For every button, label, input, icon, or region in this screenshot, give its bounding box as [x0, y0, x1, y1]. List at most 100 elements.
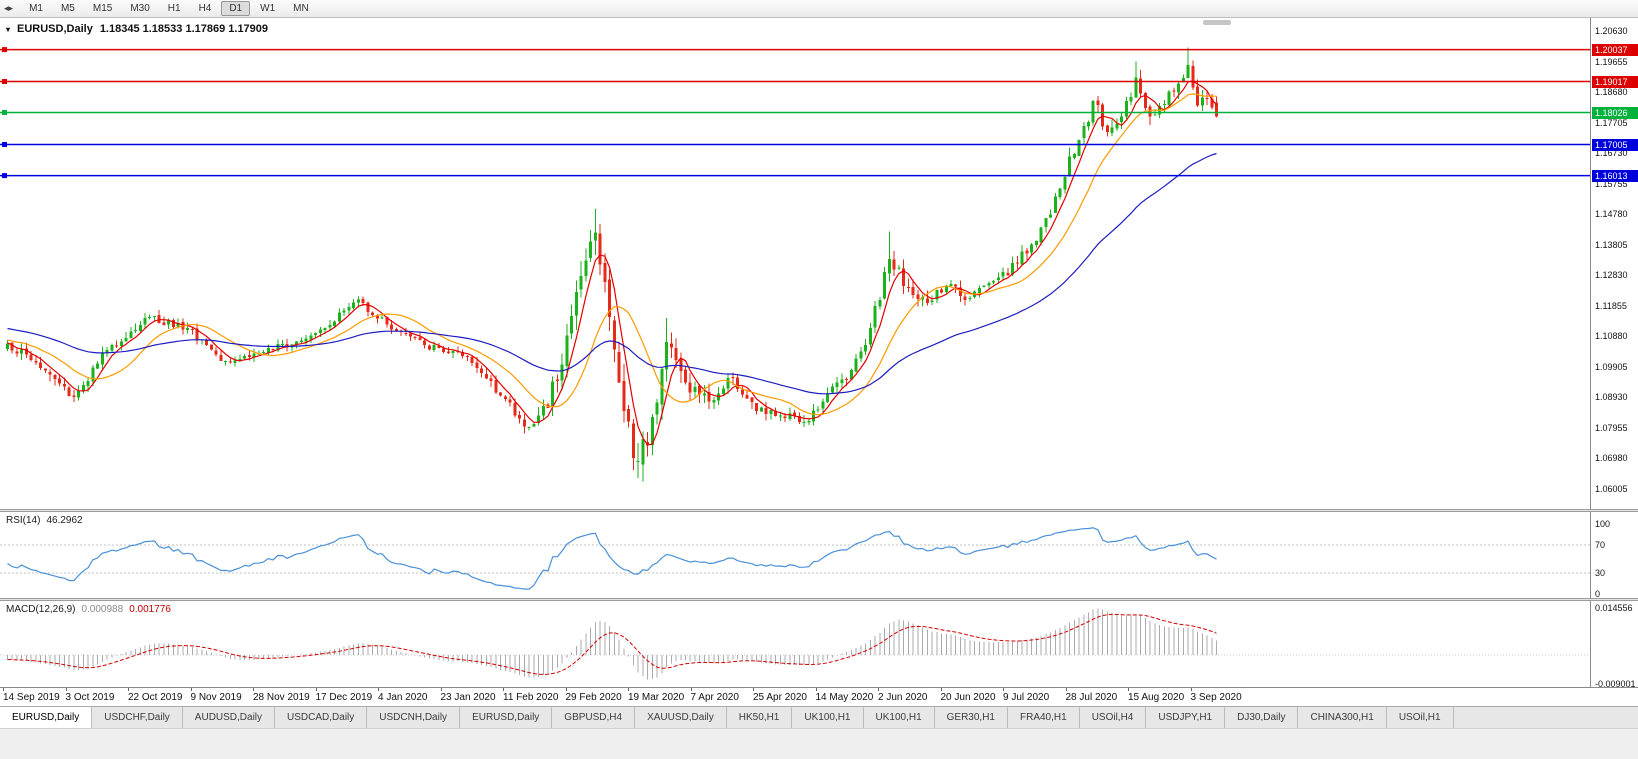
- timeframe-buttons: M1 M5 M15 M30 H1 H4 D1 W1 MN: [21, 1, 317, 16]
- candlestick-chart[interactable]: [0, 18, 1590, 509]
- date-tick: [440, 688, 442, 691]
- macd-signal-value: 0.001776: [129, 604, 171, 615]
- rsi-axis-label: 100: [1595, 519, 1611, 529]
- date-axis[interactable]: 14 Sep 2019 3 Oct 2019 22 Oct 2019 9 Nov 20…: [0, 687, 1638, 706]
- date-axis-label: 20 Jun 2020: [940, 692, 996, 703]
- rsi-axis-label: 0: [1595, 589, 1601, 599]
- rsi-panel-divider[interactable]: [0, 509, 1638, 512]
- chart-tab-usdcad-daily[interactable]: USDCAD,Daily: [275, 707, 368, 728]
- rsi-panel[interactable]: RSI(14) 46.2962: [0, 512, 1590, 598]
- chart-tab-china300-h1[interactable]: CHINA300,H1: [1298, 707, 1387, 728]
- timeframe-button-d1[interactable]: D1: [221, 1, 251, 16]
- line-handle[interactable]: [2, 79, 7, 84]
- price-axis-label: 1.17705: [1595, 117, 1628, 128]
- timeframe-button-m1[interactable]: M1: [29, 3, 43, 14]
- level-price-badge: 1.19017: [1592, 75, 1638, 88]
- chart-tab-usoil-h1[interactable]: USOil,H1: [1387, 707, 1454, 728]
- date-tick: [253, 688, 254, 691]
- scroll-right-icon[interactable]: ▸: [8, 3, 14, 13]
- level-price-badge: 1.17005: [1592, 138, 1638, 151]
- timeframe-button-h4[interactable]: H4: [198, 3, 212, 14]
- macd-name: MACD(12,26,9): [6, 604, 76, 615]
- level-price-badge: 1.18026: [1592, 106, 1638, 119]
- timeframe-button-m15[interactable]: M15: [92, 3, 113, 14]
- date-tick: [1190, 688, 1192, 691]
- date-axis-label: 23 Jan 2020: [440, 692, 496, 703]
- chart-tab-eurusd-daily[interactable]: EURUSD,Daily: [0, 707, 93, 728]
- chart-tab-usdcnh-daily[interactable]: USDCNH,Daily: [367, 707, 461, 728]
- macd-axis-label: 0.014556: [1595, 603, 1633, 613]
- macd-panel[interactable]: MACD(12,26,9) 0.000988 0.001776: [0, 601, 1590, 687]
- timeframe-button-mn[interactable]: MN: [293, 3, 309, 14]
- macd-panel-divider[interactable]: [0, 598, 1638, 601]
- date-axis-label: 22 Oct 2019: [128, 692, 183, 703]
- rsi-line: [7, 527, 1217, 590]
- line-handle[interactable]: [2, 173, 7, 179]
- macd-main-value: 0.000988: [81, 604, 124, 615]
- price-axis-label: 1.10880: [1595, 331, 1628, 342]
- level-price-badge: 1.16013: [1592, 169, 1638, 182]
- chart-tab-usdjpy-h1[interactable]: USDJPY,H1: [1146, 707, 1226, 728]
- chart-menu-icon[interactable]: ▾: [6, 24, 11, 34]
- date-axis-label: 28 Jul 2020: [1065, 692, 1118, 703]
- chart-tab-ger30-h1[interactable]: GER30,H1: [935, 707, 1008, 728]
- date-axis-label: 9 Nov 2019: [190, 692, 242, 703]
- status-bar: [0, 728, 1638, 759]
- date-tick: [128, 688, 129, 691]
- date-tick: [65, 688, 67, 691]
- chart-scrollbar-thumb[interactable]: [1203, 20, 1231, 25]
- date-axis-label: 14 May 2020: [815, 692, 874, 703]
- chart-tab-fra40-h1[interactable]: FRA40,H1: [1008, 707, 1080, 728]
- timeframe-button-m5[interactable]: M5: [60, 3, 75, 14]
- chart-tab-audusd-daily[interactable]: AUDUSD,Daily: [183, 707, 276, 728]
- date-axis-label: 28 Nov 2019: [253, 692, 310, 703]
- date-tick: [690, 688, 692, 691]
- date-axis-label: 4 Jan 2020: [378, 692, 428, 703]
- price-axis-label: 1.20630: [1595, 26, 1628, 36]
- line-handle[interactable]: [2, 142, 7, 147]
- chart-tab-usoil-h4[interactable]: USOil,H4: [1080, 707, 1147, 728]
- date-tick: [1065, 688, 1067, 691]
- chart-tab-xauusd-daily[interactable]: XAUUSD,Daily: [635, 707, 727, 728]
- price-scale[interactable]: 1.20630 1.19655 1.18680 1.17705 1.16730 1.157…: [1590, 18, 1638, 689]
- timeframe-button-m30[interactable]: M30: [130, 3, 150, 14]
- line-handle[interactable]: [2, 110, 7, 115]
- chart-tab-bar: EURUSD,Daily USDCHF,Daily AUDUSD,Daily USDC…: [0, 706, 1638, 728]
- price-axis-label: 1.08930: [1595, 392, 1628, 403]
- date-tick: [378, 688, 379, 691]
- date-tick: [878, 688, 879, 691]
- chart-tab-hk50-h1[interactable]: HK50,H1: [727, 707, 793, 728]
- chart-tab-usdchf-daily[interactable]: USDCHF,Daily: [92, 707, 183, 728]
- chart-tab-uk100-h1[interactable]: UK100,H1: [792, 707, 864, 728]
- date-axis-label: 3 Oct 2019: [65, 692, 115, 703]
- timeframe-button-h1[interactable]: H1: [167, 3, 181, 14]
- rsi-name: RSI(14): [6, 515, 41, 526]
- date-tick: [753, 688, 754, 691]
- date-tick: [940, 688, 942, 691]
- price-axis-label: 1.06980: [1595, 453, 1628, 464]
- chart-tab-eurusd-daily[interactable]: EURUSD,Daily: [460, 707, 553, 728]
- price-axis-label: 1.11855: [1595, 300, 1627, 311]
- price-axis-label: 1.18680: [1595, 87, 1628, 98]
- chart-tab-uk100-h1[interactable]: UK100,H1: [864, 707, 935, 728]
- date-axis-label: 2 Jun 2020: [878, 692, 928, 703]
- date-tick: [3, 688, 4, 691]
- chart-tab-dj30-daily[interactable]: DJ30,Daily: [1225, 707, 1299, 728]
- level-price-badge: 1.20037: [1592, 43, 1638, 56]
- date-tick: [815, 688, 817, 691]
- main-chart[interactable]: ▾ EURUSD,Daily 1.18345 1.18533 1.17869 1…: [0, 18, 1590, 509]
- date-axis-label: 7 Apr 2020: [690, 692, 739, 703]
- moving-average-5-line: [7, 80, 1217, 446]
- price-axis-label: 1.13805: [1595, 239, 1628, 250]
- price-axis-label: 1.19655: [1595, 56, 1628, 67]
- rsi-axis-label: 70: [1595, 540, 1606, 550]
- line-handle[interactable]: [2, 47, 7, 53]
- chart-tab-gbpusd-h4[interactable]: GBPUSD,H4: [552, 707, 636, 728]
- scroll-left-icon[interactable]: ◂: [4, 3, 9, 13]
- date-tick: [315, 688, 317, 691]
- date-tick: [565, 688, 567, 691]
- date-tick: [503, 688, 504, 691]
- moving-average-50-line: [7, 152, 1217, 395]
- timeframe-button-w1[interactable]: W1: [260, 3, 276, 14]
